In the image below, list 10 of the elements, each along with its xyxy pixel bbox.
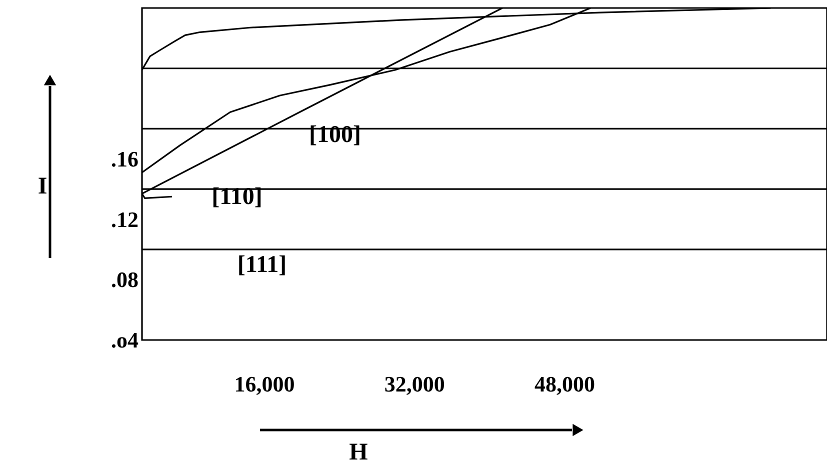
annotation: [111] (237, 252, 287, 278)
x-tick-label: 32,000 (384, 372, 445, 396)
x-tick-label: 48,000 (534, 372, 596, 396)
x-axis-title: H (349, 440, 368, 466)
y-tick-label: .08 (111, 267, 138, 292)
y-axis-title: I (38, 174, 48, 200)
y-tick-label: .o4 (111, 328, 138, 352)
y-tick-label: .16 (111, 146, 138, 172)
x-tick-label: 16,000 (234, 372, 295, 396)
y-tick-label: .12 (111, 206, 138, 232)
